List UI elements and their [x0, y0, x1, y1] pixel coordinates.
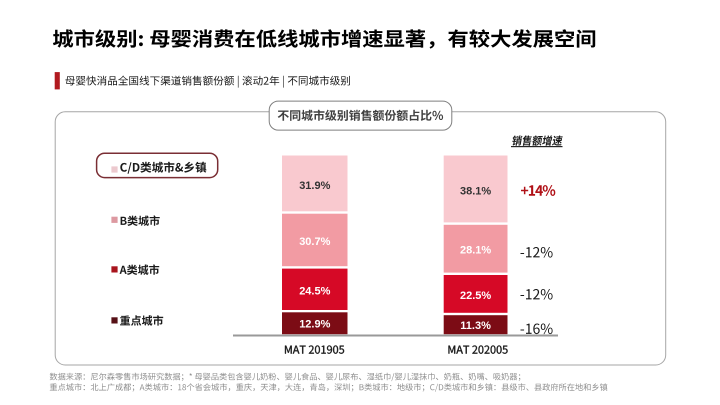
- svg-text:31.9%: 31.9%: [299, 180, 330, 192]
- svg-text:22.5%: 22.5%: [460, 290, 491, 302]
- svg-text:12.9%: 12.9%: [299, 319, 330, 331]
- svg-text:38.1%: 38.1%: [460, 186, 491, 198]
- svg-text:30.7%: 30.7%: [299, 236, 330, 248]
- svg-text:28.1%: 28.1%: [460, 245, 491, 257]
- svg-text:11.3%: 11.3%: [460, 320, 491, 332]
- svg-text:24.5%: 24.5%: [299, 285, 330, 297]
